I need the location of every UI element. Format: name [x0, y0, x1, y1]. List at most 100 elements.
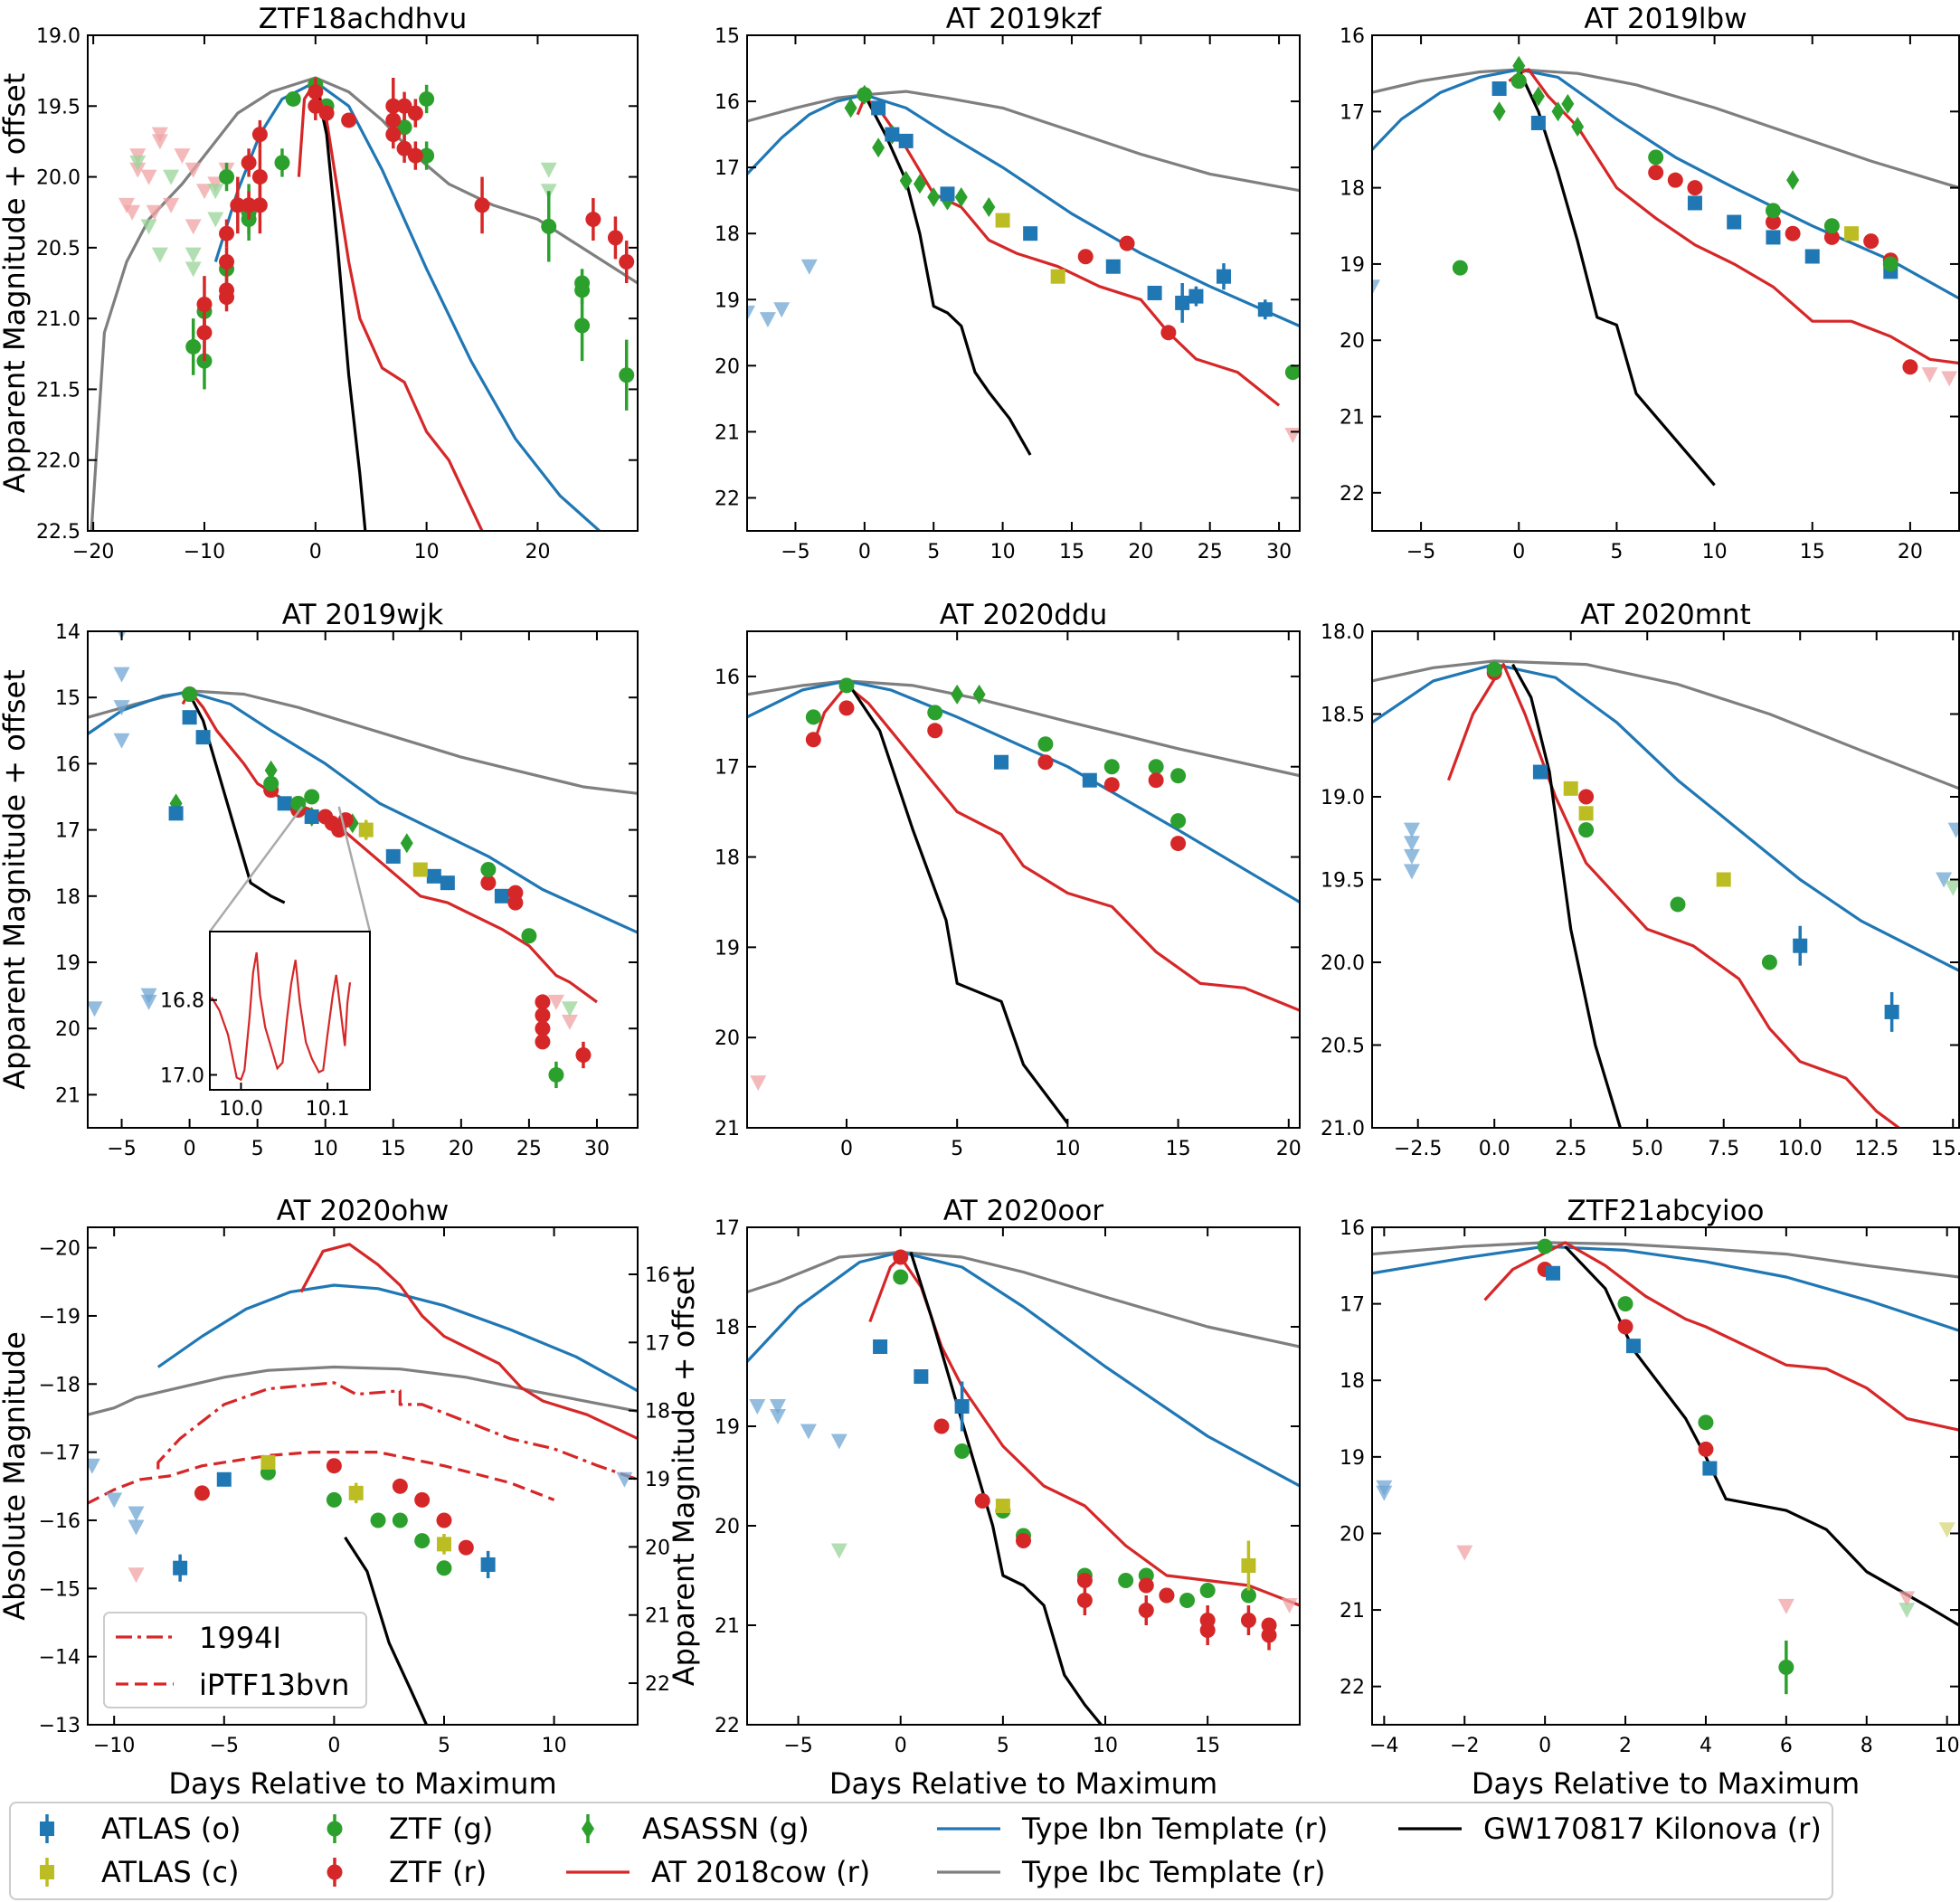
y-tick-label: 20: [1340, 1523, 1365, 1546]
atlas-c-marker: [1844, 226, 1860, 241]
upper-limit-marker: [830, 1434, 847, 1450]
upper-limit-marker: [1936, 872, 1953, 888]
ztf-r-marker: [619, 254, 635, 270]
ztf-r-marker: [230, 197, 246, 213]
upper-limit-marker: [1372, 279, 1380, 296]
axes-frame: [746, 1226, 1301, 1726]
panels: −20 −10 0 10 2019.019.520.020.521.021.522.02…: [0, 3, 1960, 1801]
upper-limit-marker: [88, 1001, 103, 1017]
kilonova-template-line: [344, 1536, 428, 1725]
plot-area: [747, 84, 1300, 456]
ztf-g-marker: [1778, 1660, 1794, 1676]
ztf-g-marker: [263, 775, 279, 791]
panel-title: ZTF18achdhvu: [259, 3, 467, 35]
ztf-g-marker: [619, 367, 635, 383]
ztf-r-marker: [974, 1493, 990, 1509]
x-tick-label: 15: [381, 1138, 406, 1160]
legend-label: ATLAS (c): [101, 1855, 239, 1889]
upper-limit-marker: [88, 1458, 100, 1474]
upper-limit-marker: [1281, 1598, 1298, 1613]
atlas-o-marker: [1216, 269, 1231, 284]
ztf-r-marker: [326, 1458, 342, 1474]
upper-limit-marker: [113, 667, 130, 683]
upper-limit-marker: [750, 1075, 767, 1092]
upper-limit-marker: [1898, 1591, 1916, 1607]
atlas-o-marker: [277, 796, 292, 811]
y-tick-label: 17: [1340, 1294, 1365, 1317]
ztf-g-marker: [838, 677, 855, 694]
ztf-g-marker: [327, 1821, 343, 1837]
x-axis-label: Days Relative to Maximum: [1472, 1766, 1860, 1801]
y2-tick-label: 20: [645, 1537, 670, 1559]
atlas-o-marker: [1884, 1004, 1899, 1019]
ztf-g-marker: [893, 1269, 909, 1285]
atlas-o-marker: [1175, 295, 1190, 310]
ibn-template-line: [747, 93, 1300, 327]
ztf-r-marker: [1138, 1603, 1154, 1618]
ztf-g-marker: [1240, 1587, 1256, 1604]
y-tick-label: 18: [715, 223, 740, 246]
axes-frame: [1371, 630, 1960, 1129]
ztf-r-marker: [535, 1008, 551, 1024]
atlas-c-marker: [1563, 781, 1578, 796]
upper-limit-marker: [547, 994, 564, 1010]
atlas-o-marker: [440, 875, 455, 891]
y-tick-label: 21.0: [36, 308, 80, 331]
ztf-g-marker: [954, 1443, 971, 1459]
upper-limit-marker: [129, 155, 147, 171]
cow-template-line: [299, 1243, 638, 1441]
atlas-o-marker: [885, 127, 900, 142]
ztf-r-marker: [1076, 1573, 1093, 1588]
ztf-r-marker: [241, 197, 257, 213]
ztf-g-marker: [1670, 896, 1686, 913]
legend-label: ZTF (g): [389, 1812, 493, 1846]
y-tick-label: −19: [39, 1306, 80, 1329]
upper-limit-marker: [1403, 836, 1420, 852]
ztf-r-marker: [1687, 180, 1703, 196]
x-tick-label: 20: [525, 541, 550, 563]
upper-limit-marker: [769, 1399, 786, 1415]
ztf-g-marker: [304, 789, 320, 805]
cow-template-line: [297, 80, 484, 531]
ztf-r-marker: [396, 140, 412, 156]
y-tick-label: 19.5: [1321, 870, 1365, 893]
atlas-o-marker: [385, 848, 401, 864]
ztf-g-marker: [326, 1491, 342, 1508]
asassn-g-marker: [1561, 93, 1575, 114]
atlas-o-marker: [1546, 1265, 1561, 1281]
panel-at-2020mnt: −2.5 0.0 2.5 5.0 7.5 10.0 12.5 15.0 18.0 18.5 19.0…: [1321, 599, 1960, 1160]
asassn-g-marker: [954, 187, 968, 208]
y-tick-label: 15: [715, 25, 740, 48]
asassn-g-marker: [899, 170, 913, 191]
ibc-template-line: [1372, 68, 1959, 190]
upper-limit-marker: [124, 204, 141, 221]
upper-limit-marker: [1403, 848, 1420, 865]
upper-limit-marker: [113, 733, 130, 749]
y-tick-label: 17: [1340, 101, 1365, 124]
plot-area: [90, 76, 638, 531]
kilonova-template-line: [1511, 663, 1623, 1128]
atlas-o-marker: [1491, 81, 1507, 97]
x-tick-label: 15: [1166, 1138, 1191, 1160]
ztf-r-marker: [196, 325, 213, 341]
ztf-r-marker: [838, 700, 855, 716]
atlas-c-marker: [348, 1485, 364, 1500]
ztf-g-marker: [1118, 1573, 1134, 1588]
y-tick-label: 18.0: [1321, 621, 1365, 644]
upper-limit-marker: [1941, 371, 1958, 387]
y-tick-label: 16: [1340, 1217, 1365, 1240]
ztf-r-marker: [251, 127, 268, 143]
y-tick-label: 21.0: [1321, 1118, 1365, 1140]
legend-item-ztf_g: ZTF (g): [327, 1812, 493, 1846]
x-tick-label: 0: [184, 1138, 196, 1160]
upper-limit-marker: [128, 1519, 145, 1536]
axes-frame: [87, 630, 639, 1129]
ztf-g-marker: [370, 1512, 386, 1528]
y-tick-label: 18.5: [1321, 705, 1365, 727]
x-tick-label: 15: [1195, 1735, 1220, 1757]
x-tick-label: −5: [1406, 541, 1435, 563]
atlas-o-marker: [216, 1471, 232, 1487]
x-tick-label: −10: [184, 541, 225, 563]
x-tick-label: −2: [1450, 1735, 1479, 1757]
y-tick-label: 22.0: [36, 450, 80, 473]
